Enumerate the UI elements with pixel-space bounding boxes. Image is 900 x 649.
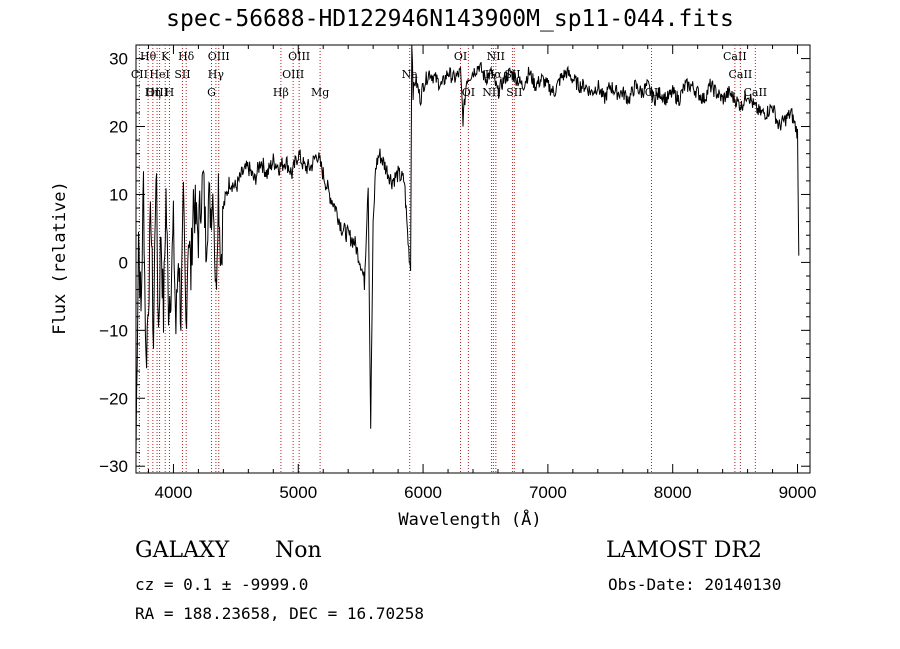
redshift-readout: cz = 0.1 ± -9999.0 [135, 575, 309, 594]
spectral-line-label: Hη [145, 86, 161, 99]
spectral-line-label: NII [482, 86, 500, 99]
y-tick-label: −20 [99, 389, 128, 408]
coordinates-readout: RA = 188.23658, DEC = 16.70258 [135, 604, 424, 623]
spectral-line-label: Na [402, 68, 419, 81]
x-tick-label: 8000 [654, 483, 692, 502]
spectral-line-label: Hδ [178, 50, 195, 63]
spectral-line-label: Hγ [208, 68, 225, 81]
spectral-line-label: G [207, 86, 216, 99]
plot-frame [135, 44, 811, 474]
object-class: GALAXY [135, 538, 230, 563]
y-tick-label: 30 [109, 50, 128, 69]
spectral-line-label: OI [454, 50, 467, 63]
x-tick-label: 7000 [529, 483, 567, 502]
x-tick-label: 9000 [779, 483, 817, 502]
spectral-line-label: K [161, 50, 170, 63]
observation-date: Obs-Date: 20140130 [608, 575, 782, 594]
x-tick-label: 6000 [404, 483, 442, 502]
spectral-line-label: H [165, 86, 175, 99]
x-axis-label: Wavelength (Å) [398, 510, 542, 530]
y-tick-label: −30 [99, 457, 128, 476]
spectral-line-label: SII [174, 68, 190, 81]
survey-name: LAMOST DR2 [606, 538, 762, 563]
spectral-line-label: NII [487, 50, 505, 63]
spectral-line-label: CaII [723, 50, 747, 63]
spectral-line-label: CaII [743, 86, 767, 99]
spectral-line-label: OIII [288, 50, 310, 63]
object-subclass: Non [275, 538, 322, 563]
spectral-line-label: OI [462, 86, 475, 99]
spectral-line-label: SII [506, 86, 522, 99]
spectral-line-label: OIII [282, 68, 304, 81]
spectral-line-label: HeI [149, 68, 169, 81]
y-tick-label: −10 [99, 321, 128, 340]
y-tick-label: 10 [109, 185, 128, 204]
x-tick-label: 5000 [279, 483, 317, 502]
spectrum-line [135, 44, 800, 454]
spectral-line-label: Hβ [273, 86, 289, 99]
x-tick-label: 4000 [155, 483, 193, 502]
spectral-line-label: OIII [208, 50, 230, 63]
chart-title: spec-56688-HD122946N143900M_sp11-044.fit… [166, 6, 734, 32]
y-tick-label: 20 [109, 118, 128, 137]
spectral-line-label: Mg [311, 86, 329, 99]
spectral-line-label: CaII [729, 68, 753, 81]
spectral-line-label: CII [131, 68, 148, 81]
y-tick-label: 0 [119, 253, 128, 272]
spectral-line-label: Hθ [140, 50, 157, 63]
spectral-line-label: OIII [146, 86, 168, 99]
